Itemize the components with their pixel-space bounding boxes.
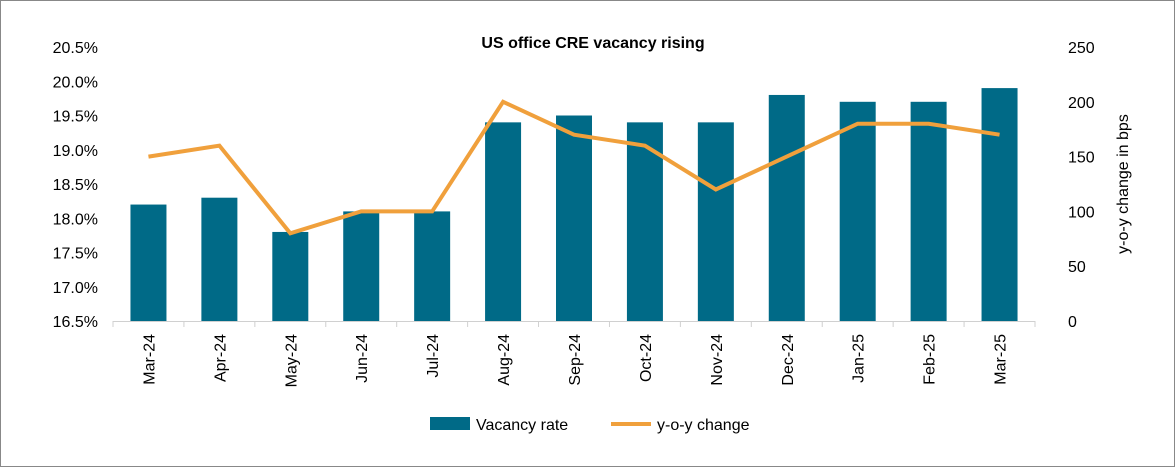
left-tick-label: 18.5%: [53, 177, 98, 194]
left-tick-label: 20.0%: [53, 74, 98, 91]
bar-nov-24: [697, 122, 734, 321]
x-axis: Mar-24 Apr-24 May-24 Jun-24 Jul-24 Aug-24 Sep-…: [112, 321, 1036, 387]
bar-series: [130, 88, 1018, 321]
chart-title: US office CRE vacancy rising: [481, 35, 704, 52]
bar-sep-24: [556, 115, 592, 321]
bar-feb-25: [910, 101, 947, 321]
x-tick-label: May-24: [283, 334, 300, 387]
bar-jul-24: [414, 211, 451, 321]
legend-label-vacancy-rate: Vacancy rate: [476, 417, 568, 434]
x-tick-label: Mar-24: [141, 334, 158, 385]
right-tick-label: 0: [1068, 314, 1077, 331]
bar-mar-25: [981, 88, 1018, 321]
bar-may-24: [272, 231, 309, 321]
left-tick-label: 17.0%: [53, 280, 98, 297]
left-tick-label: 19.5%: [53, 109, 98, 126]
bar-jan-25: [839, 101, 876, 321]
x-tick-label: Feb-25: [922, 334, 939, 385]
bar-aug-24: [485, 122, 522, 321]
bar-apr-24: [201, 197, 238, 321]
left-tick-label: 16.5%: [53, 314, 98, 331]
x-tick-label: Sep-24: [567, 334, 584, 386]
left-tick-label: 18.0%: [53, 211, 98, 228]
line-series: [148, 99, 1000, 236]
legend-swatch-vacancy-rate: [430, 417, 470, 430]
right-axis: 250 200 150 100 50 0: [1068, 40, 1095, 331]
x-tick-label: Jul-24: [425, 334, 442, 378]
bar-jun-24: [343, 211, 380, 321]
left-axis: 20.5% 20.0% 19.5% 19.0% 18.5% 18.0% 17.5% 17.0%…: [53, 40, 98, 331]
x-tick-label: Dec-24: [780, 334, 797, 386]
right-tick-label: 250: [1068, 40, 1095, 57]
right-tick-label: 150: [1068, 150, 1095, 167]
right-tick-label: 50: [1068, 259, 1086, 276]
x-tick-label: Jan-25: [851, 334, 868, 383]
legend: Vacancy rate y-o-y change: [430, 417, 750, 434]
x-tick-label: Apr-24: [212, 334, 229, 382]
right-tick-label: 200: [1068, 95, 1095, 112]
x-tick-label: Jun-24: [354, 334, 371, 383]
x-tick-label: Aug-24: [496, 334, 513, 386]
bar-dec-24: [768, 94, 805, 321]
x-tick-label: Oct-24: [638, 334, 655, 382]
right-axis-label: y-o-y change in bps: [1115, 114, 1132, 254]
bar-oct-24: [626, 122, 663, 321]
left-tick-label: 17.5%: [53, 246, 98, 263]
x-tick-label: Nov-24: [709, 334, 726, 386]
bar-mar-24: [130, 204, 167, 321]
left-tick-label: 19.0%: [53, 143, 98, 160]
right-tick-label: 100: [1068, 204, 1095, 221]
legend-label-yoy-change: y-o-y change: [657, 417, 750, 434]
left-tick-label: 20.5%: [53, 40, 98, 57]
x-tick-label: Mar-25: [993, 334, 1010, 385]
